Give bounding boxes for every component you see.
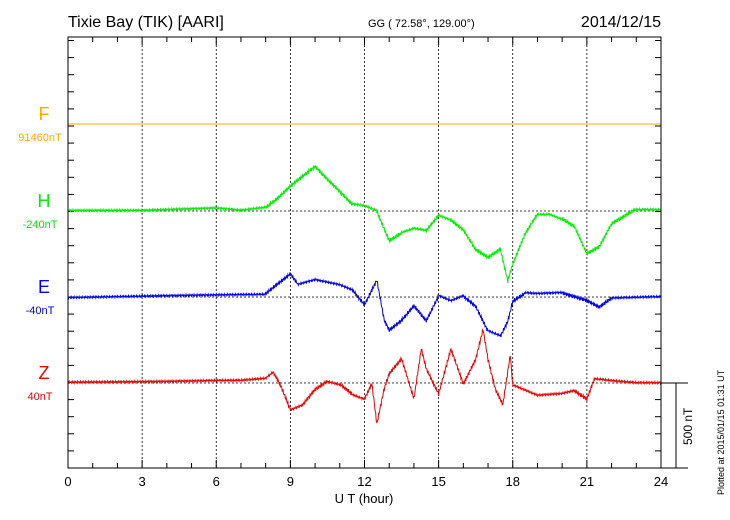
baseline-value-F: 91460nT <box>18 132 62 144</box>
component-label-F: F <box>39 104 50 124</box>
baseline-value-E: -40nT <box>26 305 55 317</box>
plotted-at-footer: Plotted at 2015/01/15 01:31 UT <box>716 369 726 495</box>
x-tick-label: 24 <box>654 474 668 489</box>
baseline-value-Z: 40nT <box>27 391 52 403</box>
component-label-Z: Z <box>39 363 50 383</box>
scale-bar-label: 500 nT <box>681 407 695 445</box>
x-axis-label: U T (hour) <box>335 491 394 506</box>
chart-date: 2014/12/15 <box>581 14 661 31</box>
x-tick-label: 12 <box>357 474 371 489</box>
x-tick-label: 15 <box>431 474 445 489</box>
plot-frame <box>67 36 662 469</box>
x-tick-label: 18 <box>506 474 520 489</box>
station-coords: GG ( 72.58°, 129.00°) <box>368 18 475 30</box>
baseline-value-H: -240nT <box>23 219 58 231</box>
series-line-Z <box>67 328 662 424</box>
series-line-E <box>67 272 662 338</box>
x-tick-label: 21 <box>580 474 594 489</box>
series-line-H <box>67 165 662 283</box>
x-tick-label: 3 <box>139 474 146 489</box>
x-tick-label: 0 <box>64 474 71 489</box>
x-tick-label: 6 <box>213 474 220 489</box>
component-label-H: H <box>38 191 51 211</box>
component-label-E: E <box>38 277 50 297</box>
chart-title: Tixie Bay (TIK) [AARI] <box>68 14 224 31</box>
x-tick-label: 9 <box>287 474 294 489</box>
